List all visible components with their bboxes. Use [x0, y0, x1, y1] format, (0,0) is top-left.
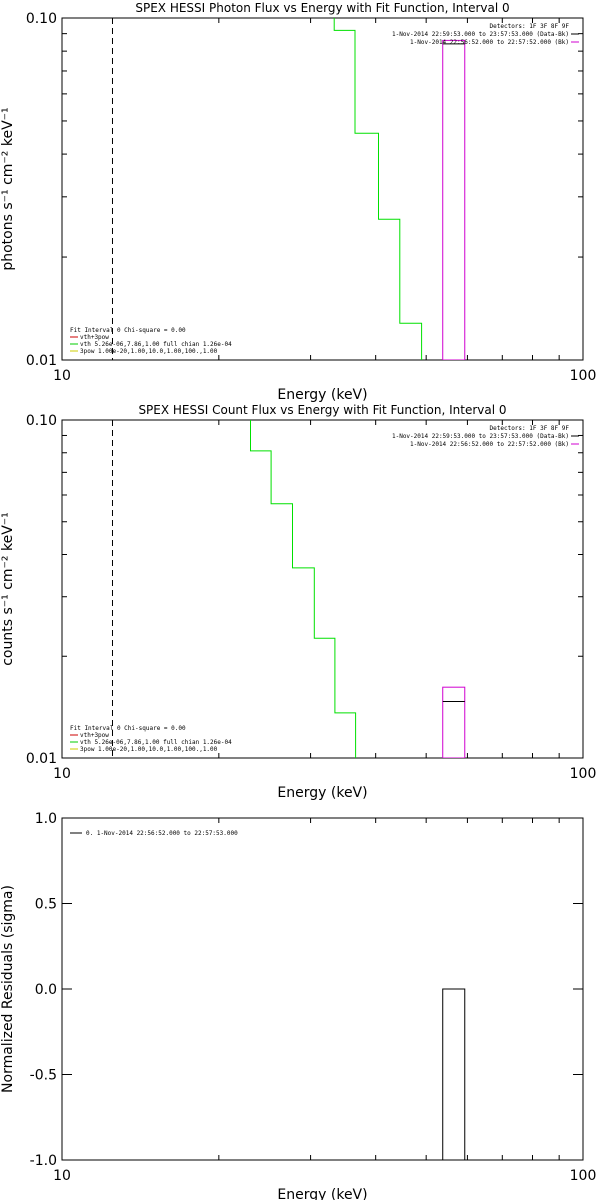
residuals-xlabel: Energy (keV) — [277, 1187, 367, 1200]
photon-fit-legend-entry: vth+3pow — [80, 334, 109, 341]
residuals-chart: 10 100 1.0 0.5 0.0 -0.5 -1.0 Energy (keV) Normal… — [0, 811, 596, 1200]
residuals-ytick-label: 0.5 — [35, 897, 57, 913]
count-xtick-label: 10 — [53, 766, 71, 782]
photon-fit-legend-entry: vth 5.26e-06,7.86,1.00 full chian 1.26e-… — [80, 341, 232, 348]
photon-chart: 10 100 0.01 0.10 SPEX HESSI Photon Flux vs E… — [0, 1, 596, 403]
count-plot-area — [111, 420, 466, 758]
photon-axes-frame — [61, 17, 584, 361]
count-legend-entry: 1-Nov-2014 22:59:53.000 to 23:57:53.000 … — [392, 433, 569, 440]
count-fit-legend-entry: 3pow 1.00e-20,1.00,10.0,1.00,100.,1.00 — [80, 746, 218, 753]
photon-ytick-label: 0.01 — [26, 353, 57, 369]
residuals-plot-area — [442, 988, 466, 1160]
photon-xtick-label: 10 — [53, 368, 71, 384]
residuals-xtick-label: 10 — [53, 1168, 71, 1184]
photon-xlabel: Energy (keV) — [277, 387, 367, 403]
count-xlabel: Energy (keV) — [277, 785, 367, 801]
photon-plot-area — [111, 18, 466, 360]
residuals-ytick-label: 0.0 — [35, 982, 57, 998]
count-model-series — [250, 420, 357, 758]
residuals-ytick-label: -1.0 — [30, 1153, 57, 1169]
count-fit-legend-entry: vth+3pow — [80, 732, 109, 739]
count-legend-entry: Detectors: 1F 3F 8F 9F — [490, 425, 570, 432]
count-xtick-label: 100 — [570, 766, 597, 782]
photon-data-bin — [442, 39, 466, 360]
count-ytick-label: 0.10 — [26, 413, 57, 429]
photon-legend-entry: 1-Nov-2014 22:56:52.000 to 22:57:52.000 … — [410, 39, 569, 46]
photon-fit-legend-entry: 3pow 1.00e-20,1.00,10.0,1.00,100.,1.00 — [80, 348, 218, 355]
count-axes-frame — [61, 419, 584, 759]
photon-legend-entry: Detectors: 1F 3F 8F 9F — [490, 23, 570, 30]
count-fit-legend-entry: Fit Interval 0 Chi-square = 0.00 — [70, 725, 186, 732]
residuals-residual-bar — [442, 988, 466, 1160]
count-title: SPEX HESSI Count Flux vs Energy with Fit… — [138, 403, 506, 417]
count-chart: 10 100 0.01 0.10 SPEX HESSI Count Flux vs En… — [0, 403, 596, 801]
residuals-ytick-label: -0.5 — [30, 1068, 57, 1084]
photon-title: SPEX HESSI Photon Flux vs Energy with Fi… — [135, 1, 509, 15]
photon-xtick-label: 100 — [570, 368, 597, 384]
photon-model-series — [333, 18, 423, 360]
count-data-bin — [442, 686, 466, 758]
count-fit-legend-entry: vth 5.26e-06,7.86,1.00 full chian 1.26e-… — [80, 739, 232, 746]
residuals-ylabel: Normalized Residuals (sigma) — [0, 885, 16, 1093]
photon-fit-legend-entry: Fit Interval 0 Chi-square = 0.00 — [70, 327, 186, 334]
residuals-axes-frame — [61, 817, 584, 1161]
residuals-legend-entry: 0. 1-Nov-2014 22:56:52.000 to 22:57:53.0… — [86, 830, 238, 837]
count-ytick-label: 0.01 — [26, 751, 57, 767]
photon-ytick-label: 0.10 — [26, 11, 57, 27]
photon-legend-entry: 1-Nov-2014 22:59:53.000 to 23:57:53.000 … — [392, 31, 569, 38]
photon-ylabel: photons s⁻¹ cm⁻² keV⁻¹ — [0, 107, 16, 270]
residuals-ytick-label: 1.0 — [35, 811, 57, 827]
count-ylabel: counts s⁻¹ cm⁻² keV⁻¹ — [0, 512, 16, 666]
count-legend-entry: 1-Nov-2014 22:56:52.000 to 22:57:52.000 … — [410, 441, 569, 448]
residuals-xtick-label: 100 — [570, 1168, 597, 1184]
